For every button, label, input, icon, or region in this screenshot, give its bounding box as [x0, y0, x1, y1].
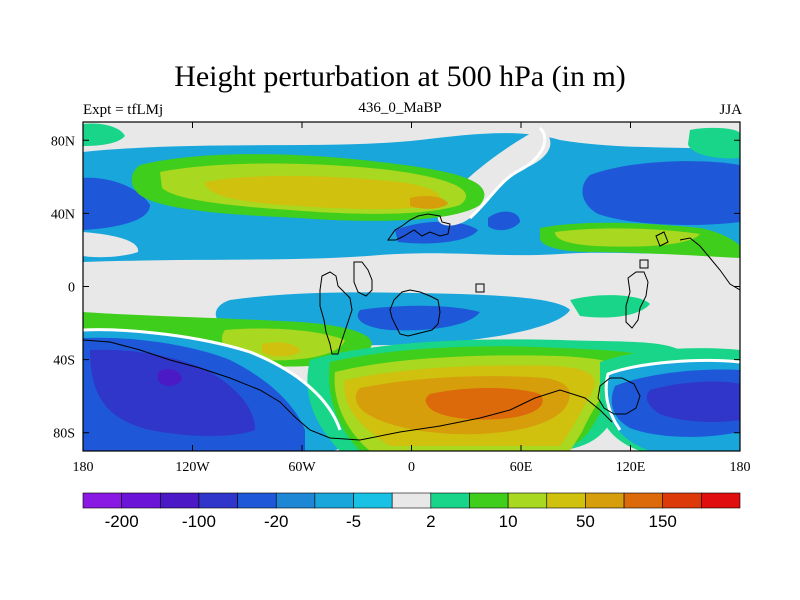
- colorbar-swatch: [353, 492, 393, 509]
- contour-sh-yellow: [262, 342, 300, 357]
- contour-line-nh: [468, 126, 547, 220]
- colorbar-swatch: [237, 492, 277, 509]
- contour-nh-orange: [410, 196, 448, 209]
- y-tick-label: 80N: [51, 134, 75, 149]
- x-tick-label: 60E: [510, 460, 533, 475]
- coast-australia: [597, 377, 641, 415]
- colorbar-swatch: [546, 492, 586, 509]
- contour-sh-high-darkorange: [425, 388, 543, 420]
- x-tick-label: 0: [408, 460, 415, 475]
- colorbar: -200 -100 -20 -5 2 10 50 150: [82, 492, 741, 531]
- contour-ne-yellowgreen: [555, 228, 700, 247]
- contour-nh-blue-center: [395, 221, 478, 244]
- coast-africa: [389, 289, 441, 337]
- x-tick-label: 120E: [616, 460, 646, 475]
- chart-title: Height perturbation at 500 hPa (in m): [174, 60, 626, 93]
- colorbar-swatch: [585, 492, 625, 509]
- contour-ne-teal: [83, 123, 125, 146]
- x-tick-label: 60W: [288, 460, 316, 475]
- colorbar-label: -5: [346, 512, 361, 531]
- coast-central-america: [353, 261, 373, 297]
- coastlines: [83, 213, 740, 441]
- colorbar-swatch: [662, 492, 702, 509]
- coast-south-america: [319, 271, 353, 355]
- x-tick-label: 120W: [175, 460, 210, 475]
- run-label: 436_0_MaBP: [358, 100, 442, 116]
- colorbar-swatch: [507, 492, 548, 509]
- coast-antarctica-east: [359, 389, 613, 441]
- colorbar-label: -100: [182, 512, 216, 531]
- colorbar-label: 150: [649, 512, 677, 531]
- colorbar-label: -200: [105, 512, 139, 531]
- colorbar-swatch: [430, 492, 470, 509]
- y-tick-label: 40S: [53, 354, 75, 369]
- y-axis: 80N 40N 0 40S 80S: [51, 134, 740, 442]
- colorbar-swatch: [198, 492, 238, 509]
- y-tick-label: 0: [68, 281, 75, 296]
- coast-antarctica-west: [83, 339, 361, 441]
- colorbar-swatch: [275, 492, 316, 509]
- y-tick-label: 40N: [51, 207, 75, 222]
- coast-europe-asia: [387, 213, 451, 241]
- colorbar-label: 10: [499, 512, 518, 531]
- colorbar-label: 50: [576, 512, 595, 531]
- coast-asia-east: [625, 271, 649, 329]
- colorbar-swatch: [159, 492, 200, 509]
- colorbar-swatch: [623, 492, 664, 509]
- x-tick-label: 180: [73, 460, 94, 475]
- contour-sh-west-core: [158, 369, 182, 386]
- contour-nh-grey-a: [83, 232, 139, 258]
- contour-nh-blue-east: [582, 161, 740, 226]
- colorbar-label: -20: [264, 512, 289, 531]
- contour-tropical-darkblue: [357, 305, 480, 331]
- contour-sh-east-deep: [646, 381, 740, 422]
- contour-line-sh-east: [604, 359, 740, 431]
- colorbar-swatch: [469, 492, 509, 509]
- colorbar-swatch: [82, 492, 122, 509]
- contour-nh-yellow: [205, 175, 440, 210]
- contour-sh-west-deep: [90, 349, 255, 436]
- colorbar-swatch: [314, 492, 354, 509]
- contour-field: [83, 122, 740, 451]
- y-tick-label: 80S: [53, 427, 75, 442]
- colorbar-label: 2: [426, 512, 435, 531]
- x-tick-label: 180: [730, 460, 751, 475]
- season-label: JJA: [719, 102, 742, 118]
- coast-islands-small: [475, 259, 649, 293]
- colorbar-swatch: [701, 492, 741, 509]
- contour-ne-teal-2: [688, 127, 740, 159]
- contour-line-sh-west: [83, 328, 342, 431]
- colorbar-swatch: [391, 492, 432, 509]
- colorbar-swatch: [121, 492, 161, 509]
- coast-islands-ne: [655, 231, 740, 291]
- contour-tropical-teal: [570, 295, 650, 318]
- contour-nh-blue-west: [83, 177, 150, 230]
- x-axis: 180 120W 60W 0 60E 120E 180: [73, 122, 751, 475]
- experiment-label: Expt = tfLMj: [83, 102, 164, 118]
- contour-nh-blue-small: [488, 211, 520, 231]
